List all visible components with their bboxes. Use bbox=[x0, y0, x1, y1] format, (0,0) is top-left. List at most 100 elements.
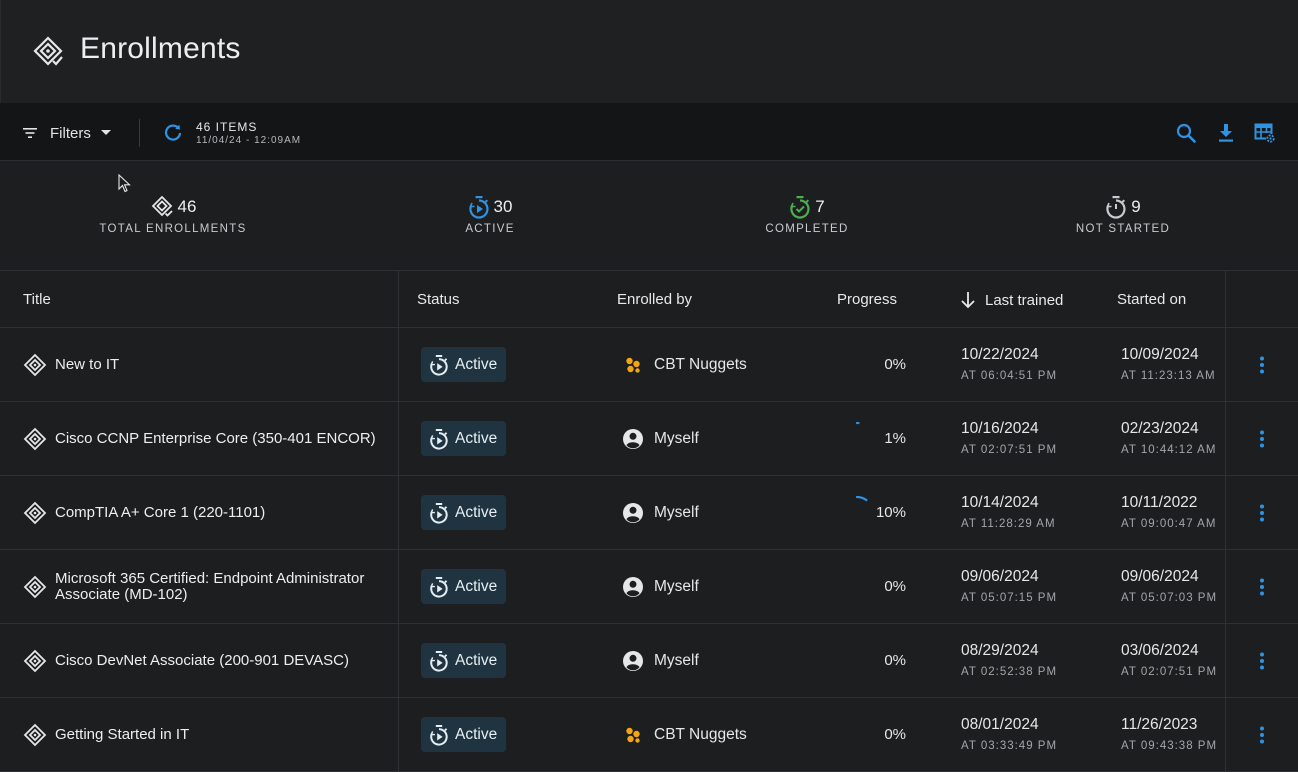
started-on-time: AT 09:00:47 AM bbox=[1121, 518, 1217, 530]
caret-down-icon bbox=[100, 130, 111, 135]
progress-ring bbox=[855, 495, 868, 502]
last-trained-time: AT 11:28:29 AM bbox=[961, 518, 1056, 530]
stat-active[interactable]: 30 ACTIVE bbox=[370, 196, 610, 235]
stat-not-started[interactable]: 9 NOT STARTED bbox=[1003, 196, 1243, 235]
more-options-icon[interactable] bbox=[1252, 355, 1272, 375]
table-settings-icon[interactable] bbox=[1254, 122, 1276, 144]
table-row[interactable]: CompTIA A+ Core 1 (220-1101) Active Myse… bbox=[0, 476, 1298, 550]
stat-total-enrollments[interactable]: 46 TOTAL ENROLLMENTS bbox=[53, 195, 293, 235]
title-cell: Getting Started in IT bbox=[23, 698, 383, 772]
download-icon[interactable] bbox=[1215, 122, 1237, 144]
cbt-nuggets-logo-icon bbox=[626, 357, 640, 373]
started-on-time: AT 05:07:03 PM bbox=[1121, 592, 1218, 604]
more-options-icon[interactable] bbox=[1252, 577, 1272, 597]
stopwatch-icon bbox=[430, 428, 448, 450]
status-label: Active bbox=[455, 577, 498, 595]
started-on-time: AT 02:07:51 PM bbox=[1121, 666, 1218, 678]
status-label: Active bbox=[455, 503, 498, 521]
progress-cell: 10% bbox=[845, 493, 925, 533]
progress-cell: 0% bbox=[845, 567, 925, 607]
last-trained-time: AT 03:33:49 PM bbox=[961, 740, 1058, 752]
course-title[interactable]: Cisco CCNP Enterprise Core (350-401 ENCO… bbox=[55, 430, 376, 447]
last-trained-time: AT 02:07:51 PM bbox=[961, 444, 1058, 456]
search-icon[interactable] bbox=[1175, 122, 1197, 144]
stopwatch-icon bbox=[430, 502, 448, 524]
user-account-icon bbox=[623, 577, 643, 597]
table-row[interactable]: Cisco CCNP Enterprise Core (350-401 ENCO… bbox=[0, 402, 1298, 476]
last-trained-date: 08/01/2024 bbox=[961, 716, 1039, 733]
table-row[interactable]: New to IT Active CBT Nuggets 0% 10/22/20… bbox=[0, 328, 1298, 402]
filter-icon bbox=[23, 128, 37, 138]
progress-percent: 1% bbox=[884, 430, 906, 447]
table-row[interactable]: Getting Started in IT Active CBT Nuggets… bbox=[0, 698, 1298, 772]
enrolled-by: Myself bbox=[622, 427, 699, 451]
stat-completed[interactable]: 7 COMPLETED bbox=[687, 196, 927, 235]
course-title[interactable]: Microsoft 365 Certified: Endpoint Admini… bbox=[55, 570, 365, 603]
last-trained-date: 09/06/2024 bbox=[961, 568, 1039, 585]
column-progress[interactable]: Progress bbox=[837, 291, 898, 308]
enrolled-by: CBT Nuggets bbox=[622, 353, 747, 377]
more-options-icon[interactable] bbox=[1252, 651, 1272, 671]
page-header: Enrollments bbox=[0, 0, 1298, 103]
course-icon bbox=[23, 723, 47, 747]
stat-value: 30 bbox=[493, 197, 513, 216]
title-cell: Cisco CCNP Enterprise Core (350-401 ENCO… bbox=[23, 402, 383, 476]
progress-ring bbox=[837, 345, 877, 385]
enrolled-by: Myself bbox=[622, 501, 699, 525]
progress-percent: 10% bbox=[875, 504, 906, 521]
enrollments-table: Title Status Enrolled by Progress Last t… bbox=[0, 270, 1298, 772]
more-options-icon[interactable] bbox=[1252, 429, 1272, 449]
started-on-time: AT 09:43:38 PM bbox=[1121, 740, 1218, 752]
course-title[interactable]: CompTIA A+ Core 1 (220-1101) bbox=[55, 504, 266, 521]
items-timestamp: 11/04/24 - 12:09AM bbox=[196, 135, 302, 146]
progress-ring bbox=[837, 715, 877, 755]
toolbar: Filters 46 ITEMS 11/04/24 - 12:09AM bbox=[0, 103, 1298, 161]
sort-down-arrow-icon[interactable] bbox=[960, 291, 976, 309]
course-title[interactable]: Cisco DevNet Associate (200-901 DEVASC) bbox=[55, 652, 350, 669]
stat-value: 9 bbox=[1131, 197, 1141, 216]
stats-bar: 46 TOTAL ENROLLMENTS 30 ACTIVE bbox=[0, 161, 1298, 270]
items-count: 46 ITEMS bbox=[196, 120, 258, 134]
stat-label: NOT STARTED bbox=[1075, 223, 1171, 235]
column-title[interactable]: Title bbox=[23, 291, 51, 308]
last-trained-date: 10/16/2024 bbox=[961, 420, 1039, 437]
enrolled-by-name: CBT Nuggets bbox=[654, 726, 747, 743]
course-icon bbox=[23, 649, 47, 673]
toolbar-divider bbox=[139, 119, 140, 147]
status-label: Active bbox=[455, 355, 498, 373]
more-options-icon[interactable] bbox=[1252, 725, 1272, 745]
cbt-nuggets-logo-icon bbox=[626, 727, 640, 743]
course-title[interactable]: New to IT bbox=[55, 356, 120, 373]
refresh-icon[interactable] bbox=[163, 123, 183, 143]
user-account-icon bbox=[623, 503, 643, 523]
user-account-icon bbox=[623, 651, 643, 671]
started-on-date: 10/11/2022 bbox=[1121, 494, 1198, 511]
started-on-date: 10/09/2024 bbox=[1121, 346, 1199, 363]
mouse-cursor-icon bbox=[118, 174, 131, 193]
title-cell: New to IT bbox=[23, 328, 383, 402]
filters-button[interactable]: Filters bbox=[22, 121, 111, 145]
title-cell: Cisco DevNet Associate (200-901 DEVASC) bbox=[23, 624, 383, 698]
table-row[interactable]: Microsoft 365 Certified: Endpoint Admini… bbox=[0, 550, 1298, 624]
enrollment-icon bbox=[33, 36, 63, 66]
stat-label: ACTIVE bbox=[465, 223, 515, 235]
last-trained-time: AT 05:07:15 PM bbox=[961, 592, 1058, 604]
last-trained-date: 10/22/2024 bbox=[961, 346, 1039, 363]
course-icon bbox=[23, 353, 47, 377]
status-label: Active bbox=[455, 725, 498, 743]
column-last-trained[interactable]: Last trained bbox=[985, 292, 1064, 309]
status-badge: Active bbox=[421, 495, 506, 530]
column-enrolled-by[interactable]: Enrolled by bbox=[617, 291, 693, 308]
status-badge: Active bbox=[421, 643, 506, 678]
table-row[interactable]: Cisco DevNet Associate (200-901 DEVASC) … bbox=[0, 624, 1298, 698]
course-title[interactable]: Getting Started in IT bbox=[55, 726, 190, 743]
column-status[interactable]: Status bbox=[417, 291, 460, 308]
enrolled-by-name: Myself bbox=[654, 430, 699, 447]
enrolled-by: Myself bbox=[622, 575, 699, 599]
started-on-date: 09/06/2024 bbox=[1121, 568, 1199, 585]
course-icon bbox=[23, 501, 47, 525]
column-started-on[interactable]: Started on bbox=[1117, 291, 1187, 308]
started-on-date: 03/06/2024 bbox=[1121, 642, 1199, 659]
status-label: Active bbox=[455, 651, 498, 669]
more-options-icon[interactable] bbox=[1252, 503, 1272, 523]
